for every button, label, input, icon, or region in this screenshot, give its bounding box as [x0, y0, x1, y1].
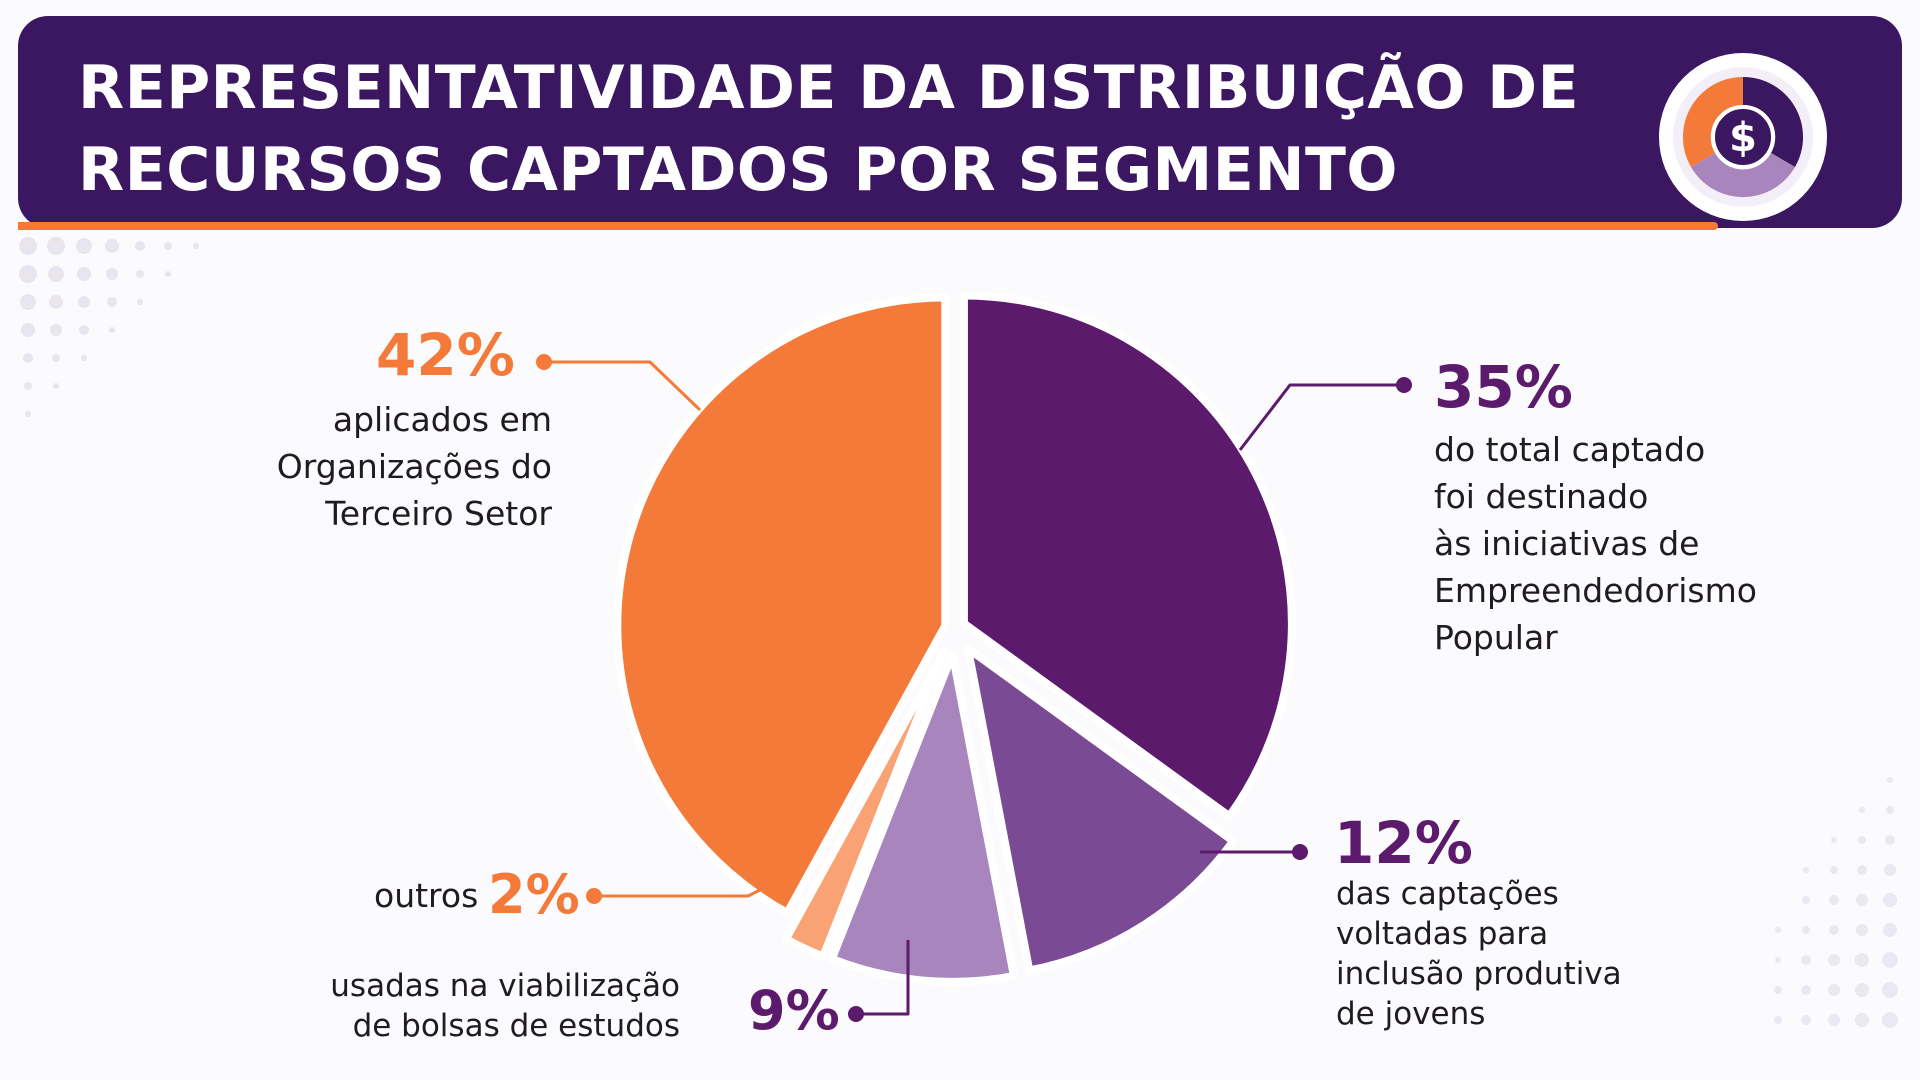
slice-label-35: 35%: [1434, 353, 1573, 421]
leader-line-35: [1238, 383, 1404, 451]
slice-desc-42-line-1: aplicados em: [332, 400, 552, 439]
svg-text:$: $: [1729, 115, 1757, 161]
slice-label-12: 12%: [1334, 809, 1473, 877]
slice-desc-42: aplicados em Organizações do Terceiro Se…: [200, 396, 552, 537]
slice-desc-35-line-5: Popular: [1434, 618, 1558, 657]
slice-label-42: 42%: [376, 321, 515, 389]
slice-desc-35-line-3: às iniciativas de: [1434, 524, 1700, 563]
pie-slice-35: [959, 291, 1296, 821]
leader-dot-42: [536, 354, 552, 370]
dot-pattern-decoration-bottom: [1774, 777, 1898, 1028]
pie-slice-42: [613, 293, 950, 917]
slice-desc-35-line-2: foi destinado: [1434, 477, 1649, 516]
pie-slice-2: [781, 647, 948, 961]
slice-desc-9-line-1: usadas na viabilização: [330, 968, 680, 1004]
slice-desc-42-line-3: Terceiro Setor: [325, 494, 552, 533]
header-accent-stripe: [18, 222, 1718, 230]
slice-desc-12-line-1: das captações: [1336, 876, 1559, 912]
leader-dot-2: [586, 888, 602, 904]
page-title-line-2: RECURSOS CAPTADOS POR SEGMENTO: [78, 135, 1398, 205]
slice-desc-12-line-2: voltadas para: [1336, 916, 1549, 952]
leader-dot-35: [1396, 377, 1412, 393]
dollar-coin-icon: $: [1659, 53, 1827, 221]
leader-dot-9: [848, 1006, 864, 1022]
leader-line-42: [544, 360, 702, 412]
pie-slice-9: [827, 649, 1019, 986]
slice-desc-12-line-3: inclusão produtiva: [1336, 956, 1622, 992]
slice-label-9: 9%: [748, 979, 840, 1042]
leader-line-9: [856, 940, 910, 1016]
leader-dot-12: [1292, 844, 1308, 860]
leader-line-2: [594, 886, 765, 898]
slice-desc-35-line-4: Empreendedorismo: [1434, 571, 1757, 610]
slice-desc-9: usadas na viabilização de bolsas de estu…: [300, 966, 680, 1046]
slice-desc-35: do total captado foi destinado às inicia…: [1434, 426, 1757, 661]
pie-slice-12: [963, 644, 1238, 975]
slice-desc-35-line-1: do total captado: [1434, 430, 1706, 469]
slice-desc-2: outros: [374, 876, 479, 915]
slice-desc-9-line-2: de bolsas de estudos: [352, 1008, 680, 1044]
page-title-line-1: REPRESENTATIVIDADE DA DISTRIBUIÇÃO DE: [78, 53, 1580, 123]
slice-label-2: 2%: [488, 863, 580, 926]
slice-desc-42-line-2: Organizações do: [276, 447, 552, 486]
slice-desc-12-line-4: de jovens: [1336, 996, 1486, 1032]
header-banner: REPRESENTATIVIDADE DA DISTRIBUIÇÃO DE RE…: [18, 16, 1902, 228]
slice-desc-12: das captações voltadas para inclusão pro…: [1336, 874, 1622, 1034]
dot-pattern-decoration: [19, 237, 199, 417]
